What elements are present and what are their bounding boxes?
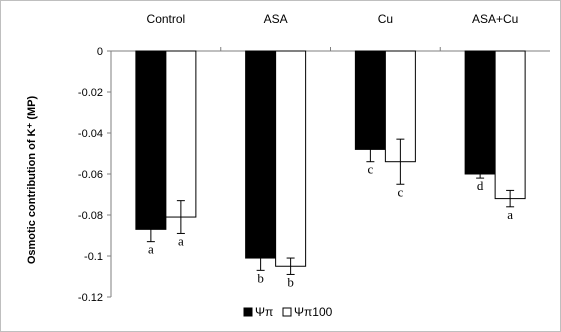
bar-psi100: [165, 50, 197, 218]
legend-swatch: [243, 307, 253, 317]
legend-label: Ψπ: [255, 305, 273, 319]
significance-label: a: [507, 207, 513, 222]
category-label: ASA+Cu: [472, 12, 518, 26]
significance-label: c: [397, 184, 403, 199]
bar-psi: [135, 50, 167, 230]
bar-psi: [464, 50, 496, 175]
significance-label: a: [178, 233, 184, 248]
category-label: ASA: [264, 12, 288, 26]
significance-label: a: [148, 242, 154, 257]
y-tick-label: -0.06: [78, 169, 103, 181]
legend-label: Ψπ100: [294, 305, 333, 319]
bar-psi100: [494, 50, 526, 200]
y-tick-label: -0.04: [78, 128, 103, 140]
significance-label: c: [367, 162, 373, 177]
bar-psi: [245, 50, 277, 259]
y-tick-label: -0.08: [78, 210, 103, 222]
significance-label: b: [257, 270, 264, 285]
y-tick-label: -0.12: [78, 292, 103, 304]
y-tick-label: -0.02: [78, 87, 103, 99]
y-tick-label: -0.1: [84, 251, 103, 263]
category-label: Control: [147, 12, 186, 26]
bar-psi: [354, 50, 386, 150]
y-axis-label: Osmotic contribution of K⁺ (MP): [26, 95, 38, 264]
bar-psi100: [275, 50, 307, 267]
significance-label: d: [477, 178, 484, 193]
significance-label: b: [287, 274, 294, 289]
category-label: Cu: [378, 12, 393, 26]
legend-swatch: [282, 307, 292, 317]
y-tick-label: 0: [97, 46, 103, 58]
